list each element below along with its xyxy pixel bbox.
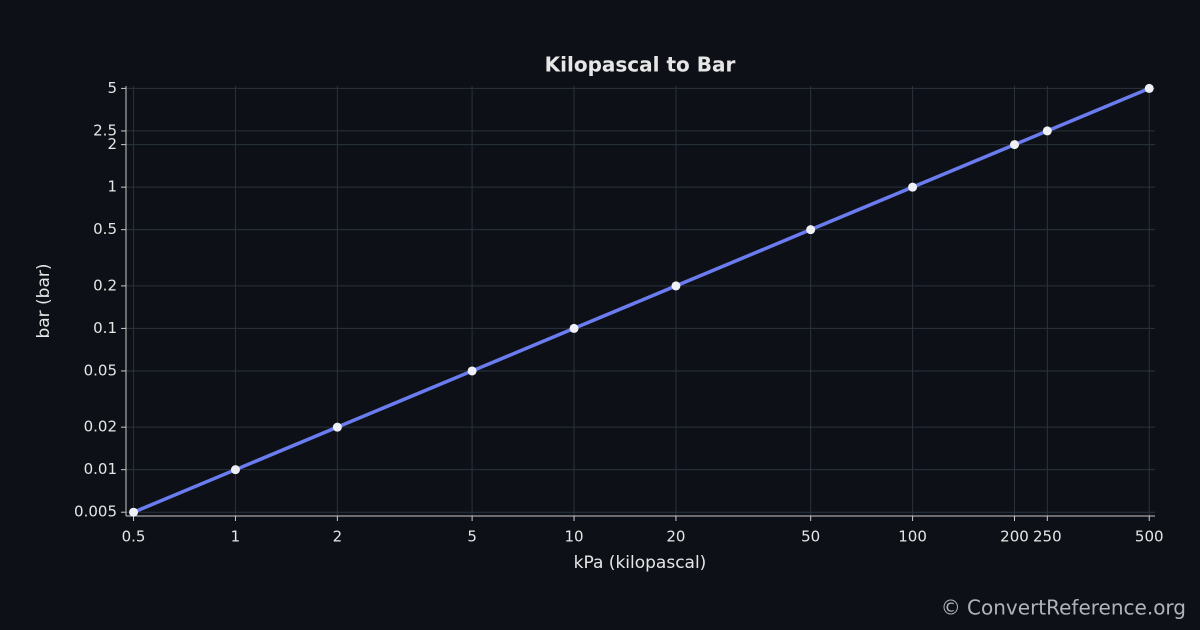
y-tick-label: 0.005 <box>74 503 117 521</box>
point <box>129 507 139 517</box>
footer: © ConvertReference.org <box>941 596 1186 620</box>
chart-title: Kilopascal to Bar <box>545 53 736 77</box>
point <box>806 225 816 235</box>
x-tick-label: 200 <box>1000 528 1029 546</box>
point <box>671 281 681 291</box>
x-tick-label: 100 <box>898 528 927 546</box>
x-tick-label: 10 <box>564 528 583 546</box>
point <box>1010 140 1020 150</box>
point <box>467 366 477 376</box>
y-tick-label: 0.02 <box>84 418 117 436</box>
y-tick-label: 0.05 <box>84 361 117 379</box>
x-tick-label: 0.5 <box>122 528 146 546</box>
y-tick-label: 0.1 <box>93 319 117 337</box>
y-tick-label: 2 <box>107 135 117 153</box>
point <box>569 323 579 333</box>
x-tick-label: 2 <box>333 528 343 546</box>
y-tick-label: 0.01 <box>84 460 117 478</box>
x-tick-label: 20 <box>666 528 685 546</box>
point <box>1042 126 1052 136</box>
x-tick-label: 5 <box>467 528 477 546</box>
x-tick-label: 1 <box>231 528 241 546</box>
y-tick-label: 1 <box>107 178 117 196</box>
point <box>908 182 918 192</box>
y-tick-label: 0.5 <box>93 220 117 238</box>
y-tick-label: 2.5 <box>93 121 117 139</box>
x-tick-label: 50 <box>801 528 820 546</box>
x-axis-label: kPa (kilopascal) <box>574 553 707 573</box>
point <box>332 422 342 432</box>
y-axis-label: bar (bar) <box>34 263 54 338</box>
point <box>230 465 240 475</box>
x-tick-label: 500 <box>1135 528 1164 546</box>
point <box>1144 83 1154 93</box>
y-tick-label: 0.2 <box>93 276 117 294</box>
x-tick-label: 250 <box>1033 528 1062 546</box>
y-tick-label: 5 <box>107 79 117 97</box>
